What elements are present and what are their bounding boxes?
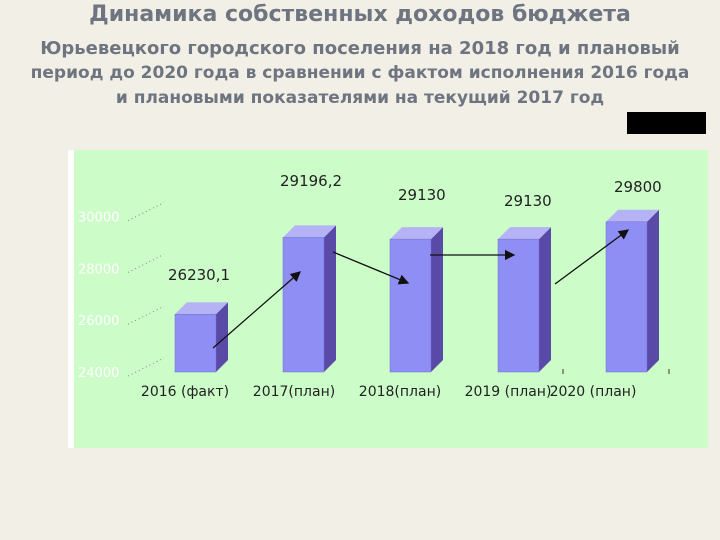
bar-side: [324, 225, 336, 372]
y-tick-mark: [127, 202, 165, 222]
revenue-chart: 24000 26000 28000 30000 26230,1 29196,2 29130 2…: [68, 150, 708, 448]
plot-left-edge: [68, 150, 74, 448]
bar: [389, 238, 432, 373]
title-line-1: Динамика собственных доходов бюджета: [89, 2, 631, 27]
data-label: 29130: [504, 192, 552, 210]
title-line-4: и плановыми показателями на текущий 2017…: [115, 88, 605, 108]
trend-arrow: [332, 251, 410, 285]
bar-side: [539, 227, 551, 372]
data-label: 29130: [398, 186, 446, 204]
bar: [605, 221, 648, 373]
y-tick-label: 28000: [78, 262, 119, 277]
bar: [174, 313, 217, 373]
black-box-decoration: [627, 112, 706, 134]
data-label: 29800: [614, 178, 662, 196]
y-tick-label: 30000: [78, 211, 119, 226]
bar-side: [431, 227, 443, 372]
title-line-3: период до 2020 года в сравнении с фактом…: [30, 63, 690, 83]
bar: [497, 238, 540, 373]
data-label: 26230,1: [168, 266, 230, 284]
data-label: 29196,2: [280, 172, 342, 190]
y-tick-mark: [127, 253, 165, 273]
category-label: 2018(план): [359, 384, 441, 400]
bar-top: [606, 209, 659, 222]
category-label: 2016 (факт): [141, 384, 229, 400]
bar-top: [390, 227, 443, 240]
category-label: 2017(план): [253, 384, 335, 400]
y-tick-mark: [127, 357, 165, 377]
bar-side: [216, 302, 228, 372]
bar: [282, 237, 325, 373]
trend-arrow: [212, 271, 301, 349]
category-label: 2020 (план): [550, 384, 637, 400]
title-line-2: Юрьевецкого городского поселения на 2018…: [40, 38, 680, 59]
y-tick-label: 26000: [78, 314, 119, 329]
bar-top: [498, 227, 551, 240]
chart-canvas: 24000 26000 28000 30000 26230,1 29196,2 29130 2…: [68, 150, 670, 448]
y-tick-label: 24000: [78, 366, 119, 381]
trend-arrow: [554, 229, 630, 285]
bar-side: [647, 209, 659, 372]
y-tick-mark: [127, 305, 165, 325]
bar-top: [175, 302, 228, 315]
bar-top: [283, 225, 336, 238]
category-label: 2019 (план): [465, 384, 552, 400]
